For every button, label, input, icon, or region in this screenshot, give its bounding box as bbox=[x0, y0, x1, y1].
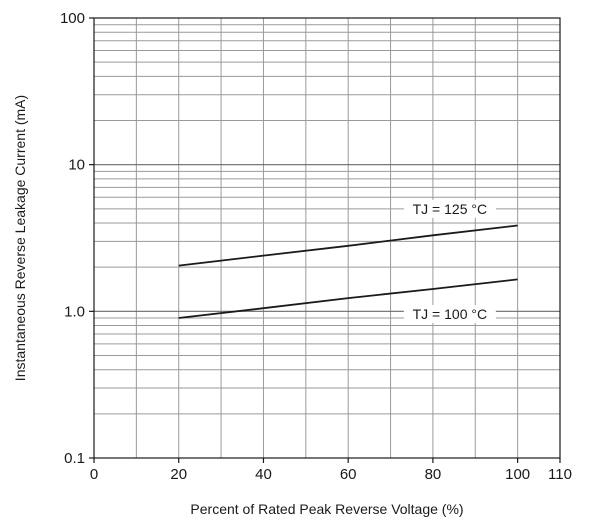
x-tick-label: 60 bbox=[340, 466, 357, 483]
y-tick-label: 1.0 bbox=[64, 303, 85, 320]
x-tick-label: 100 bbox=[505, 466, 530, 483]
y-tick-label: 0.1 bbox=[64, 450, 85, 467]
series-label-2: TJ = 100 °C bbox=[413, 306, 487, 322]
series: TJ = 125 °C TJ = 100 °C bbox=[178, 199, 518, 323]
y-axis-label: Instantaneous Reverse Leakage Current (m… bbox=[12, 95, 28, 381]
x-tick-label: 80 bbox=[425, 466, 442, 483]
series-line-2 bbox=[178, 278, 518, 319]
y-tick-label: 10 bbox=[68, 157, 85, 174]
x-tick-label: 40 bbox=[255, 466, 272, 483]
series-label-bg bbox=[403, 304, 496, 323]
series-line-1 bbox=[178, 224, 518, 267]
ticks: 0 20 40 60 80 100 110 0.1 1.0 10 100 bbox=[60, 10, 572, 483]
x-tick-label: 110 bbox=[548, 466, 572, 483]
x-tick-label: 0 bbox=[90, 466, 98, 483]
series-label-bg bbox=[403, 199, 496, 218]
y-tick-label: 100 bbox=[60, 10, 85, 27]
grid bbox=[94, 18, 560, 458]
x-axis-label: Percent of Rated Peak Reverse Voltage (%… bbox=[190, 501, 463, 517]
plot-frame bbox=[93, 17, 561, 459]
series-label-1: TJ = 125 °C bbox=[413, 201, 487, 217]
x-tick-label: 20 bbox=[170, 466, 187, 483]
